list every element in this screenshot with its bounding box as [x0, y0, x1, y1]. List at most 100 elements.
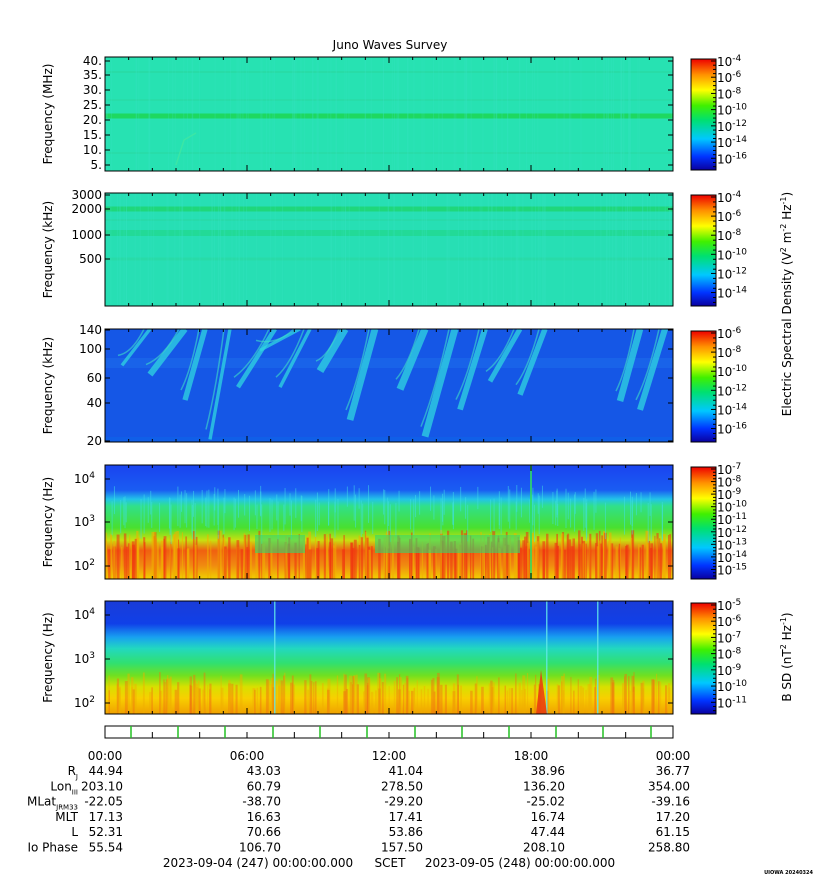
time-streak — [484, 544, 487, 579]
footer-end-time: 2023-09-05 (248) 00:00:00.000 — [425, 856, 615, 870]
time-streak — [256, 193, 258, 306]
colorbar-3: 10-6 10-8 10-10 10-12 10-14 10-16 — [690, 326, 747, 443]
time-streak — [362, 503, 364, 534]
time-streak — [315, 499, 317, 537]
time-streak — [629, 690, 631, 714]
time-streak — [317, 540, 320, 579]
time-streak — [570, 498, 572, 528]
time-streak — [235, 193, 237, 306]
time-streak — [561, 681, 563, 714]
time-streak — [563, 57, 565, 171]
time-streak — [396, 677, 399, 714]
emission-arc — [278, 329, 312, 389]
time-streak — [525, 57, 527, 171]
time-streak — [228, 537, 231, 579]
time-streak — [493, 57, 495, 171]
time-streak — [656, 538, 658, 579]
time-streak — [440, 498, 442, 535]
time-streak — [482, 542, 484, 579]
time-streak — [642, 688, 645, 714]
spectrogram-panels: 40.35.30.25.20.15.10.5. Frequency (MHz) 30… — [41, 54, 674, 715]
time-streak — [236, 540, 240, 579]
y-tick-label: 15. — [83, 128, 102, 142]
time-streak — [517, 540, 521, 579]
time-streak — [125, 502, 127, 523]
time-streak — [167, 675, 169, 714]
time-streak — [430, 486, 432, 511]
ephemeris-value: 36.77 — [656, 764, 690, 778]
time-streak — [174, 689, 178, 714]
time-streak — [168, 678, 171, 714]
ephemeris-row-mlt: MLT 17.13 16.63 17.41 16.74 17.20 — [55, 810, 690, 824]
time-streak — [432, 678, 435, 714]
time-streak — [515, 193, 517, 306]
time-streak — [603, 57, 605, 171]
time-streak — [237, 489, 239, 518]
y-tick-label: 40 — [87, 396, 102, 410]
time-streak — [211, 193, 213, 306]
time-streak — [345, 688, 349, 714]
time-streak — [305, 544, 307, 579]
time-streak — [621, 57, 623, 171]
time-streak — [624, 193, 626, 306]
time-streak — [181, 532, 184, 579]
time-streak — [213, 493, 215, 526]
time-label: 00:00 — [656, 749, 691, 763]
time-streak — [244, 493, 246, 516]
time-streak — [416, 547, 419, 579]
time-streak — [597, 601, 599, 714]
time-streak — [165, 679, 168, 714]
time-streak — [358, 488, 360, 509]
time-streak — [522, 675, 526, 714]
colorbar-tick-label: 10-12 — [717, 119, 747, 134]
time-streak — [522, 193, 524, 306]
time-streak — [432, 57, 434, 171]
time-streak — [108, 549, 111, 579]
time-streak — [398, 490, 400, 512]
time-streak — [195, 683, 198, 714]
time-streak — [470, 57, 472, 171]
colorbar-4: 10-710-810-910-1010-1110-1210-1310-1410-… — [690, 462, 747, 580]
y-tick-label: 5. — [91, 158, 102, 172]
time-streak — [398, 689, 401, 714]
time-streak — [182, 193, 184, 306]
colorbar-tick-label: 10-8 — [717, 647, 742, 662]
time-streak — [335, 57, 337, 171]
time-streak — [660, 543, 663, 579]
time-streak — [387, 193, 389, 306]
time-streak — [105, 57, 107, 171]
time-streak — [506, 690, 509, 714]
time-streak — [624, 496, 626, 535]
time-streak — [271, 499, 273, 530]
time-streak — [541, 485, 543, 508]
y-axis-label: Frequency (Hz) — [41, 612, 55, 703]
time-streak — [428, 549, 432, 579]
time-streak — [360, 537, 364, 579]
colorbar-tick-label: 10-6 — [717, 614, 742, 629]
time-streak — [491, 193, 493, 306]
time-streak — [372, 501, 374, 534]
time-streak — [208, 489, 210, 528]
time-streak — [217, 499, 219, 539]
time-streak — [471, 193, 473, 306]
time-streak — [515, 673, 517, 714]
time-streak — [606, 57, 608, 171]
time-streak — [337, 499, 339, 531]
time-streak — [191, 504, 193, 540]
time-streak — [546, 601, 548, 714]
time-streak — [500, 497, 502, 535]
time-streak — [290, 500, 292, 540]
time-streak — [159, 690, 163, 714]
time-streak — [582, 543, 584, 579]
time-streak — [392, 193, 394, 306]
time-streak — [229, 57, 231, 171]
time-streak — [379, 678, 382, 714]
time-streak — [231, 683, 234, 714]
emission-arc — [233, 329, 270, 378]
time-streak — [589, 676, 593, 714]
time-streak — [620, 57, 622, 171]
time-streak — [515, 501, 517, 530]
time-streak — [645, 530, 649, 579]
time-streak — [123, 193, 125, 306]
time-streak — [594, 193, 596, 306]
